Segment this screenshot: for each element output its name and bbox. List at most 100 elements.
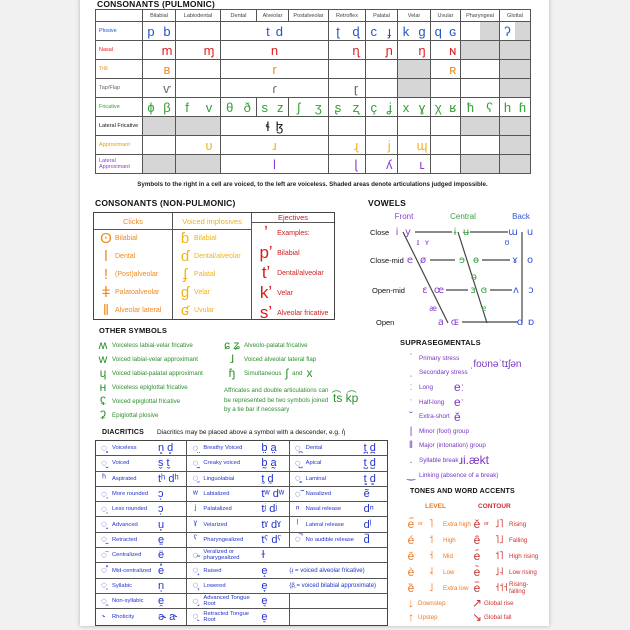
diacritic-example: t̻ d̻: [363, 472, 376, 485]
diacritic-example: tʷ dʷ: [261, 488, 285, 501]
tone-letter: ˧: [429, 550, 434, 562]
tone-item: ↗ Global rise: [470, 596, 544, 610]
diacritic-label: Labialized: [203, 491, 230, 498]
list-item: ʛ Uvular: [173, 301, 251, 319]
vowels-title: VOWELS: [368, 198, 407, 208]
tone-label: High rising: [509, 552, 539, 560]
tone-vowel: ↘: [471, 610, 483, 624]
consonant-cell: [397, 116, 431, 136]
voiceless-symbol: [329, 79, 347, 97]
diacritic-cell: ◌̼ Linguolabial t̼ d̼: [187, 471, 290, 486]
diacritic-cell: ʷ Labialized tʷ dʷ: [187, 486, 290, 502]
voiced-symbol: r: [272, 61, 277, 77]
vowel-symbol: ʏ: [425, 238, 430, 247]
tone-item: é ˦ High: [404, 532, 478, 548]
tone-vowel: ē: [407, 549, 415, 563]
voiced-symbol: [515, 22, 530, 40]
non-pulmonic-title: CONSONANTS (NON-PULMONIC): [95, 198, 236, 208]
tone-vowel: ê: [473, 533, 481, 547]
diacritic-cell: ◌̹ More rounded ɔ̹: [96, 486, 188, 502]
vowel-column-central: Central: [450, 212, 476, 221]
tone-letter: ˥: [429, 518, 434, 530]
symbol: ɺ: [230, 352, 234, 366]
diacritic-label: Aspirated: [112, 475, 137, 482]
diacritic-example: u̟: [158, 518, 165, 531]
diacritic-label: More rounded: [112, 491, 149, 498]
voiceless-symbol: [366, 155, 382, 173]
label: Primary stress: [419, 354, 460, 362]
tone-label: Upstep: [418, 613, 438, 621]
voiced-symbol: [480, 79, 499, 97]
vowel-symbol: ɔ: [528, 285, 534, 296]
diacritic-mark: ˠ: [193, 519, 197, 531]
voiceless-symbol: ʈ: [336, 23, 340, 39]
diacritic-label: Lowered: [203, 582, 226, 589]
vowel-symbol: œ: [434, 285, 444, 296]
diacritic-example: tˠ dˠ: [261, 518, 281, 531]
diacritic-example: t̪ d̪: [363, 442, 376, 455]
label: Minor (foot) group: [419, 427, 470, 435]
diacritic-example: d̚: [363, 533, 370, 546]
diacritic-cell: ◌̝ Raised e̝ (ɹ̝ = voiced alveolar fricativ…: [187, 563, 387, 577]
symbol: ɠ: [180, 283, 190, 301]
diacritic-label: Breathy Voiced: [203, 445, 243, 452]
label: Alveolar fricative: [277, 309, 329, 317]
symbol: ʄ: [183, 265, 187, 283]
tone-letter: ˩˥: [495, 518, 504, 530]
vowel-symbol: ɐ: [482, 304, 487, 313]
voiceless-symbol: [431, 60, 446, 78]
list-item: ɠ Velar: [173, 283, 251, 301]
row-label: Approximant: [95, 135, 143, 155]
symbol: w: [98, 352, 108, 366]
tone-item: e̋ or ˥ Extra high: [404, 516, 478, 532]
diacritic-row: ◌̩ Syllabic n̩ ◌̞ Lowered e̞ (β̞ = voiced bila…: [96, 578, 387, 594]
diacritic-mark: ◌̪: [294, 442, 301, 454]
voiced-symbol: [480, 136, 499, 154]
voiceless-symbol: [431, 41, 446, 59]
diacritic-example: t̺ d̺: [363, 457, 376, 470]
diacritic-cell: ◌̜ Less rounded ɔ̜: [96, 502, 188, 517]
symbol: ː: [409, 381, 413, 393]
voiceless-symbol: θ: [226, 99, 234, 115]
voiced-symbol: ʎ: [386, 156, 393, 172]
consonant-cell: ʟ: [397, 154, 431, 174]
list-item: . Syllable break ɹi.ækt: [405, 453, 498, 468]
contour-title: CONTOUR: [478, 503, 511, 510]
vowel-symbol: ə: [471, 272, 477, 283]
label: Half-long: [419, 398, 445, 406]
tone-letter: ˧˦˧: [495, 582, 508, 594]
cell-symbols: [461, 136, 499, 154]
vowel-symbol: ɜ: [470, 285, 475, 296]
tone-item: ↘ Global fall: [470, 610, 544, 624]
tone-label: Falling: [509, 536, 528, 544]
diacritic-mark: ◌̙: [192, 611, 199, 623]
voiceless-symbol: [398, 155, 414, 173]
list-item: ɗ Dental/alveolar: [173, 248, 251, 266]
cell-symbols: n: [221, 41, 328, 59]
diacritic-cell: ◌̟ Advanced u̟: [96, 517, 188, 532]
list-item: ˌ Secondary stress: [405, 366, 498, 381]
row-tap-flap: Tap/Flap ⱱ ɾ ɽ: [95, 78, 531, 98]
column-header-uvular: Uvular: [430, 9, 461, 22]
voiceless-symbol: ç: [370, 99, 378, 115]
consonant-cell: ɹ: [220, 135, 329, 155]
tone-item: ↓ Downstep: [404, 596, 478, 610]
voiced-symbol: l: [273, 156, 276, 172]
symbol: ˘: [409, 411, 413, 423]
diacritic-example: t̼ d̼: [261, 472, 274, 485]
diacritic-example: dⁿ: [363, 503, 374, 516]
vowel-symbol: ø: [420, 255, 426, 266]
consonant-cell: j: [365, 135, 398, 155]
voiced-symbol: ɹ: [272, 137, 277, 153]
cell-symbols: [176, 22, 220, 40]
diacritic-row: ◌̬ Voiced s̬ t̬ ◌̰ Creaky voiced b̰ a̰ ◌̺ Apica…: [96, 456, 387, 472]
cell-symbols: ɾ: [221, 79, 328, 97]
consonant-cell: [430, 78, 461, 98]
cell-symbols: [143, 136, 175, 154]
